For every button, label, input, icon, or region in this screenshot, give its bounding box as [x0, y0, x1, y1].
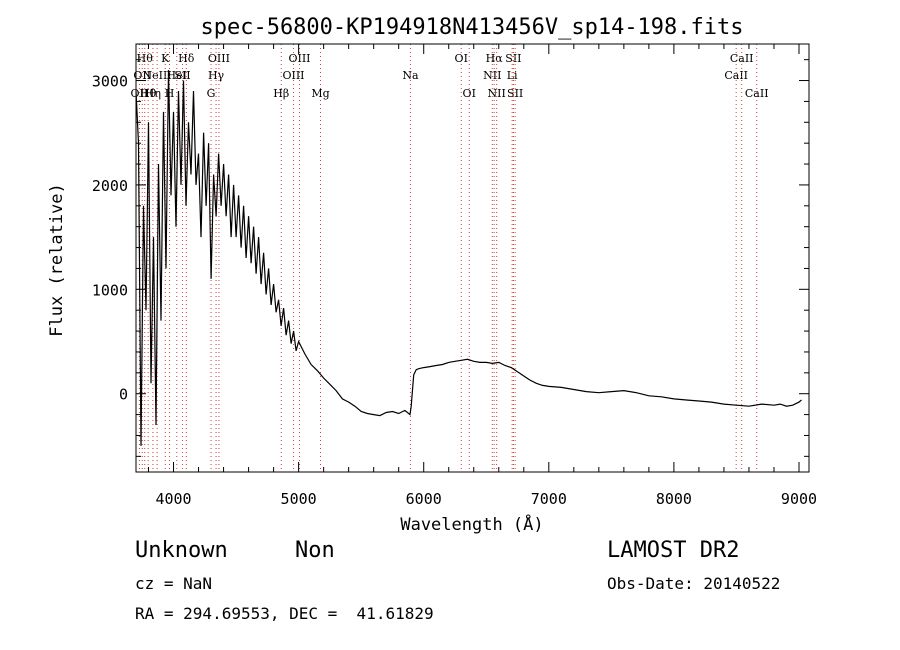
x-tick-label: 6000: [406, 490, 442, 508]
x-tick-label: 5000: [281, 490, 317, 508]
line-label: Hγ: [208, 69, 225, 82]
line-label: OIII: [208, 52, 230, 65]
line-label: OIII: [282, 69, 304, 82]
survey-name: LAMOST DR2: [607, 538, 740, 563]
axis-ticks: 4000 5000 6000 7000 8000 9000 0 1000 2000 3000: [92, 44, 817, 508]
plot-frame: [135, 43, 810, 473]
line-label: Na: [402, 69, 419, 82]
y-tick-label: 2000: [92, 177, 128, 195]
observation-date: Obs-Date: 20140522: [607, 574, 781, 593]
x-tick-label: 9000: [781, 490, 817, 508]
x-axis-label: Wavelength (Å): [400, 513, 543, 535]
line-label: OII: [133, 69, 151, 82]
spectrum-line: [135, 70, 802, 446]
line-label: HeI: [167, 69, 187, 82]
y-tick-label: 3000: [92, 73, 128, 91]
line-label: NeIII: [143, 69, 172, 82]
line-label: G: [207, 87, 216, 100]
line-label: SII: [507, 87, 523, 100]
line-label: OII: [131, 87, 149, 100]
line-label: CaII: [745, 87, 769, 100]
classification: Unknown: [135, 538, 228, 563]
coordinates: RA = 294.69553, DEC = 41.61829: [135, 604, 434, 623]
line-label: Hδ: [178, 52, 195, 65]
line-label: K: [161, 52, 170, 65]
chart-title: spec-56800-KP194918N413456V_sp14-198.fit…: [200, 15, 743, 40]
line-label: OI: [455, 52, 468, 65]
line-label: OIII: [288, 52, 310, 65]
spectral-lines: OIIOIIHθHθHηNeIIIKHHeISIIHδGHγOIIIHβOIII…: [131, 44, 769, 472]
line-label: NII: [487, 87, 505, 100]
x-tick-label: 4000: [155, 490, 191, 508]
line-label: SII: [505, 52, 521, 65]
x-tick-label: 8000: [656, 490, 692, 508]
subclass: Non: [295, 538, 335, 563]
line-label: Hθ: [137, 52, 154, 65]
line-label: CaII: [724, 69, 748, 82]
line-label: OI: [463, 87, 476, 100]
line-label: SII: [174, 69, 190, 82]
line-label: CaII: [730, 52, 754, 65]
line-label: Mg: [311, 87, 329, 100]
y-tick-label: 1000: [92, 281, 128, 299]
line-label: Hη: [145, 87, 161, 100]
x-tick-label: 7000: [531, 490, 567, 508]
line-label: Hα: [486, 52, 504, 65]
y-axis-label: Flux (relative): [47, 183, 67, 337]
redshift-cz: cz = NaN: [135, 574, 213, 593]
y-tick-label: 0: [119, 386, 128, 404]
line-label: Li: [507, 69, 518, 82]
line-label: NII: [483, 69, 501, 82]
line-label: Hβ: [273, 87, 289, 100]
